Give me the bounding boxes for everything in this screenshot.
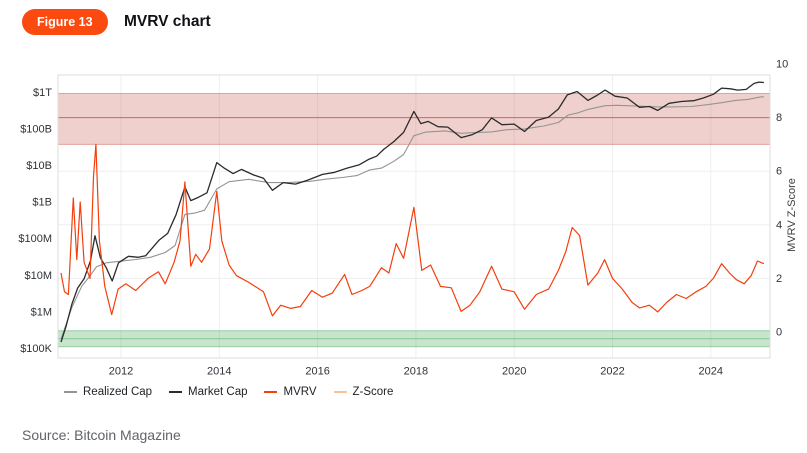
gridlines bbox=[58, 75, 770, 358]
svg-text:2024: 2024 bbox=[699, 366, 723, 378]
legend-label: MVRV bbox=[283, 386, 317, 398]
svg-text:2020: 2020 bbox=[502, 366, 526, 378]
mvrv-chart: $1T$100B$10B$1B$100M$10M$1M$100K10864202… bbox=[18, 59, 798, 378]
legend-label: Market Cap bbox=[188, 386, 248, 398]
right-axis-title: MVRV Z-Score bbox=[786, 178, 798, 252]
svg-text:2: 2 bbox=[776, 273, 782, 285]
legend-item-market-cap[interactable]: Market Cap bbox=[169, 386, 247, 398]
legend-label: Realized Cap bbox=[83, 386, 153, 398]
zscore-bands bbox=[58, 93, 770, 348]
page-title: MVRV chart bbox=[124, 13, 211, 30]
svg-text:4: 4 bbox=[776, 219, 782, 231]
svg-text:2016: 2016 bbox=[305, 366, 329, 378]
undervalued-band bbox=[58, 330, 770, 347]
left-axis-labels: $1T $100B $10B $1B $100M $10M $1M $100K bbox=[18, 87, 52, 355]
svg-text:$100B: $100B bbox=[20, 123, 52, 135]
svg-text:$1M: $1M bbox=[31, 306, 52, 318]
svg-text:2018: 2018 bbox=[404, 366, 428, 378]
series-mvrv-line bbox=[60, 143, 765, 317]
svg-text:2012: 2012 bbox=[109, 366, 133, 378]
legend-swatch bbox=[64, 391, 77, 393]
right-axis-labels: 10 8 6 4 2 0 bbox=[776, 59, 788, 339]
legend-swatch bbox=[264, 391, 278, 393]
overvalued-band bbox=[58, 93, 770, 145]
svg-text:0: 0 bbox=[776, 327, 782, 339]
series-market-cap-line bbox=[60, 81, 764, 343]
legend-item-realized-cap[interactable]: Realized Cap bbox=[64, 386, 152, 398]
legend-label: Z-Score bbox=[352, 386, 394, 398]
legend-swatch bbox=[333, 391, 347, 393]
svg-text:6: 6 bbox=[776, 166, 782, 178]
source-attribution: Source: Bitcoin Magazine bbox=[22, 427, 181, 443]
svg-text:2014: 2014 bbox=[207, 366, 231, 378]
legend-item-z-score[interactable]: Z-Score bbox=[333, 386, 394, 398]
plot-frame bbox=[57, 74, 771, 359]
svg-text:$100M: $100M bbox=[18, 233, 52, 245]
figure-badge: Figure 13 bbox=[22, 9, 108, 35]
svg-text:8: 8 bbox=[776, 112, 782, 124]
svg-text:$10M: $10M bbox=[24, 270, 52, 282]
svg-text:10: 10 bbox=[776, 59, 788, 71]
svg-text:$10B: $10B bbox=[26, 160, 52, 172]
legend-item-mvrv[interactable]: MVRV bbox=[264, 386, 317, 398]
svg-text:$100K: $100K bbox=[20, 343, 52, 355]
chart-legend: Realized Cap Market Cap MVRV Z-Score bbox=[64, 386, 393, 398]
x-axis-labels: 2012 2014 2016 2018 2020 2022 2024 bbox=[109, 366, 723, 378]
svg-text:$1T: $1T bbox=[33, 87, 52, 99]
svg-text:$1B: $1B bbox=[32, 197, 52, 209]
legend-swatch bbox=[169, 391, 183, 393]
svg-text:2022: 2022 bbox=[600, 366, 624, 378]
